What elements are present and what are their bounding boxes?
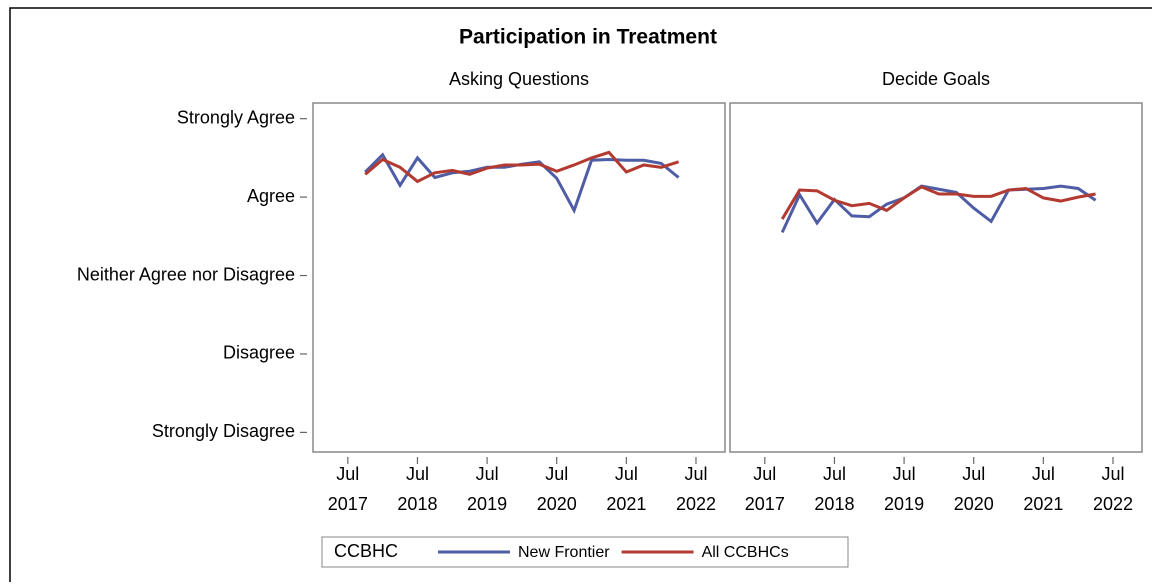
x-tick-label: Jul 2021 xyxy=(606,464,646,514)
x-tick-label: Jul 2018 xyxy=(814,464,854,514)
y-tick-label: Strongly Disagree xyxy=(152,421,295,441)
frame xyxy=(9,7,1152,587)
panel xyxy=(729,102,1143,453)
x-tick-label: Jul 2017 xyxy=(745,464,785,514)
y-tick-label: Strongly Agree xyxy=(177,107,295,127)
x-tick-label: Jul 2017 xyxy=(328,464,368,514)
y-tick-label: Neither Agree nor Disagree xyxy=(77,264,295,284)
legend-title: CCBHC xyxy=(334,541,398,561)
x-tick-label: Jul 2018 xyxy=(397,464,437,514)
legend-label: New Frontier xyxy=(518,544,610,561)
x-tick-label: Jul 2020 xyxy=(537,464,577,514)
series-line xyxy=(780,185,1096,220)
x-tick-label: Jul 2021 xyxy=(1023,464,1063,514)
x-tick-label: Jul 2020 xyxy=(954,464,994,514)
panel-title: Asking Questions xyxy=(449,69,589,89)
x-tick-label: Jul 2022 xyxy=(1093,464,1133,514)
chart-title: Participation in Treatment xyxy=(459,26,717,49)
x-tick-label: Jul 2019 xyxy=(467,464,507,514)
legend-label: All CCBHCs xyxy=(702,544,789,561)
y-tick-label: Agree xyxy=(247,186,295,206)
panel-title: Decide Goals xyxy=(882,69,990,89)
y-tick-label: Disagree xyxy=(223,343,295,363)
series-line xyxy=(364,152,680,215)
x-tick-label: Jul 2022 xyxy=(676,464,716,514)
x-tick-label: Jul 2019 xyxy=(884,464,924,514)
series-line xyxy=(364,150,680,184)
legend-box xyxy=(321,536,849,568)
panel xyxy=(312,102,726,453)
